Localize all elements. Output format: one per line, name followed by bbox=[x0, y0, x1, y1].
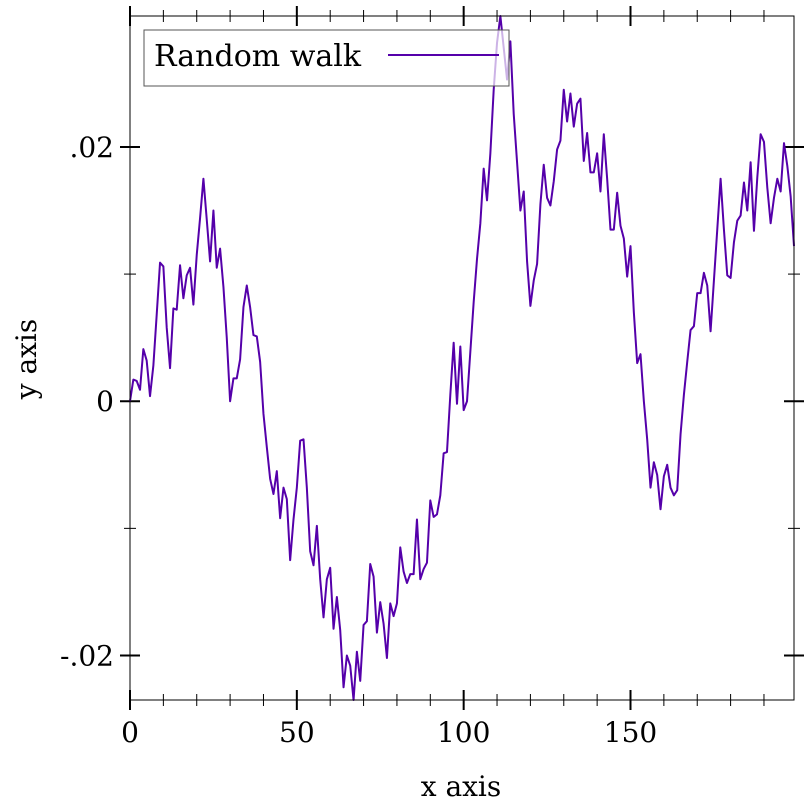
legend: Random walk bbox=[143, 29, 510, 87]
y-tick-label: .02 bbox=[69, 131, 114, 164]
x-tick-label: 0 bbox=[121, 716, 139, 749]
random-walk-line bbox=[129, 15, 795, 701]
tick-labels-layer: 0 50 100 150 -.02 0 .02 bbox=[60, 131, 657, 749]
legend-box bbox=[143, 29, 510, 87]
y-tick-label: -.02 bbox=[60, 640, 114, 673]
x-tick-label: 150 bbox=[604, 716, 657, 749]
legend-entry-label: Random walk bbox=[154, 39, 362, 74]
x-tick-label: 50 bbox=[279, 716, 315, 749]
y-axis-label: y axis bbox=[10, 319, 43, 401]
x-tick-label: 100 bbox=[437, 716, 490, 749]
x-axis-label: x axis bbox=[421, 770, 502, 803]
plot-frame bbox=[129, 15, 795, 701]
y-tick-label: 0 bbox=[96, 385, 114, 418]
series-layer bbox=[129, 15, 795, 701]
